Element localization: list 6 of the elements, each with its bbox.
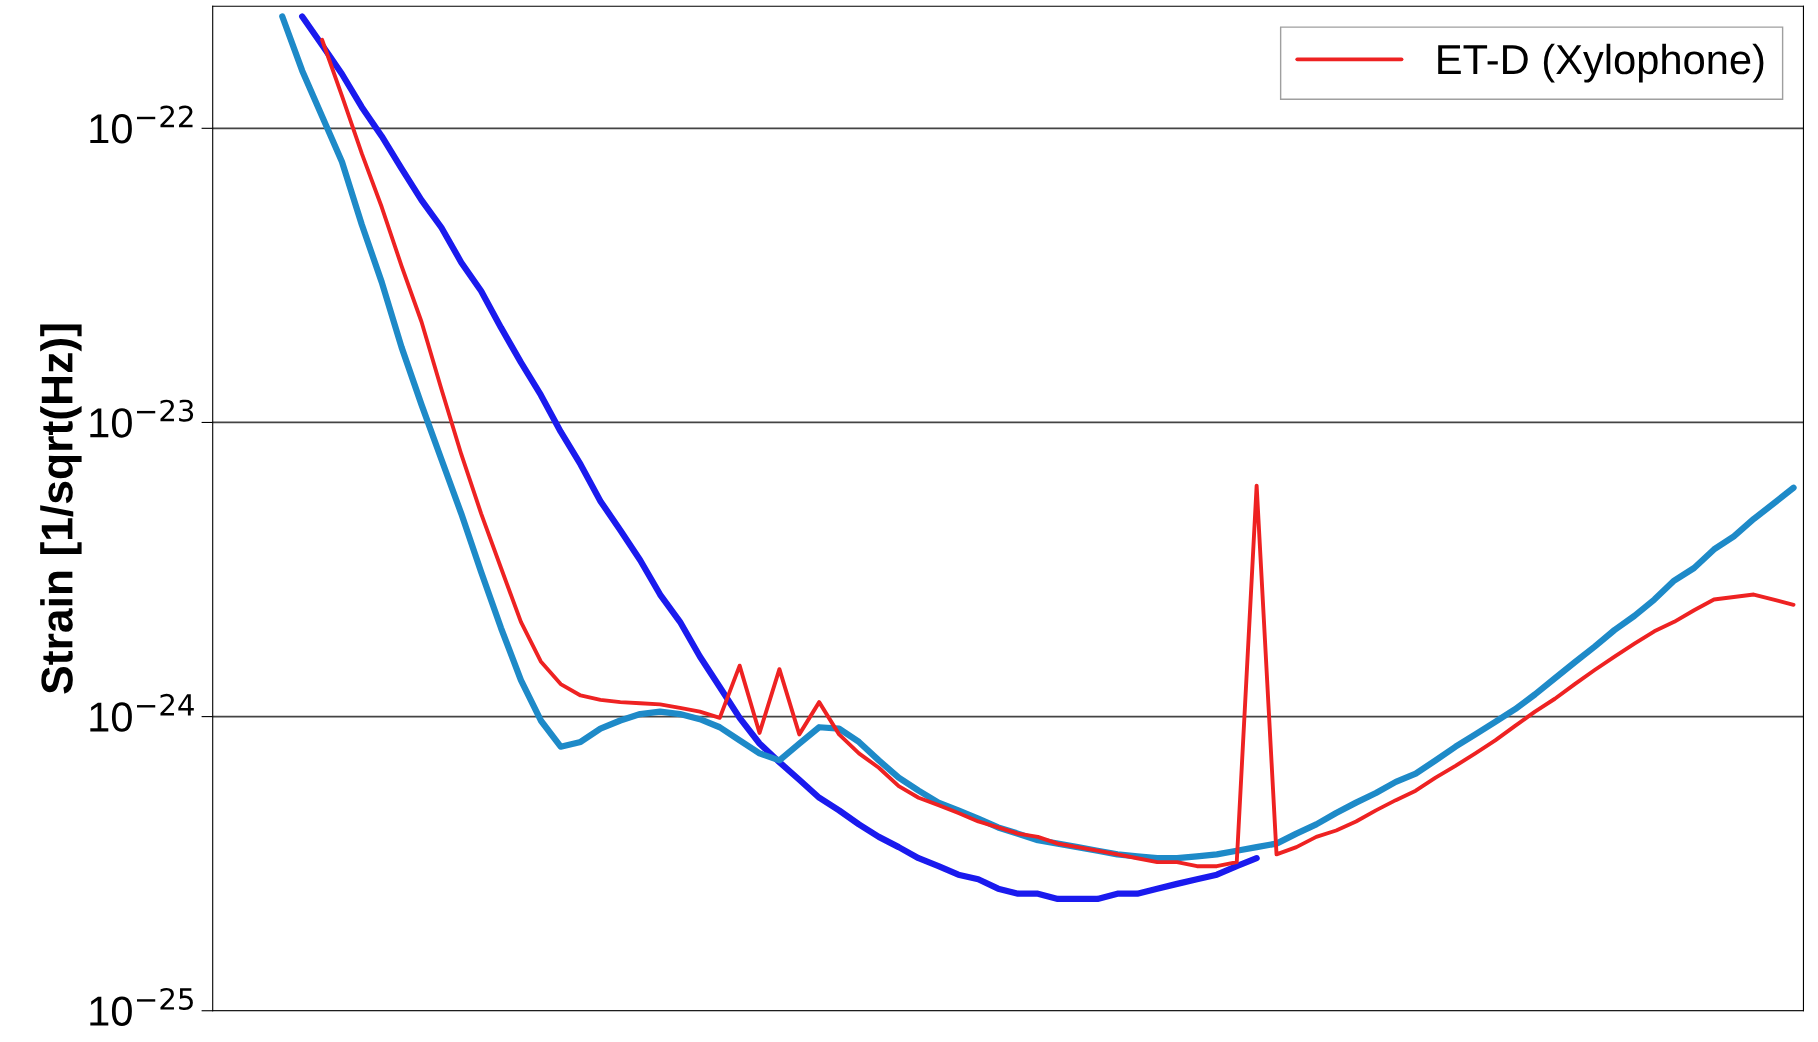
y-tick-label: 10$^{−24}$ — [90, 693, 194, 732]
legend-label: ET-D (Xylophone) — [1438, 43, 1764, 83]
y-tick-label: 10$^{−23}$ — [90, 399, 194, 438]
y-axis-title: Strain [1/sqrt(Hz)] — [40, 324, 82, 694]
y-tick-label: 10$^{−25}$ — [90, 987, 193, 1026]
y-tick-label: 10$^{−22}$ — [90, 105, 193, 144]
